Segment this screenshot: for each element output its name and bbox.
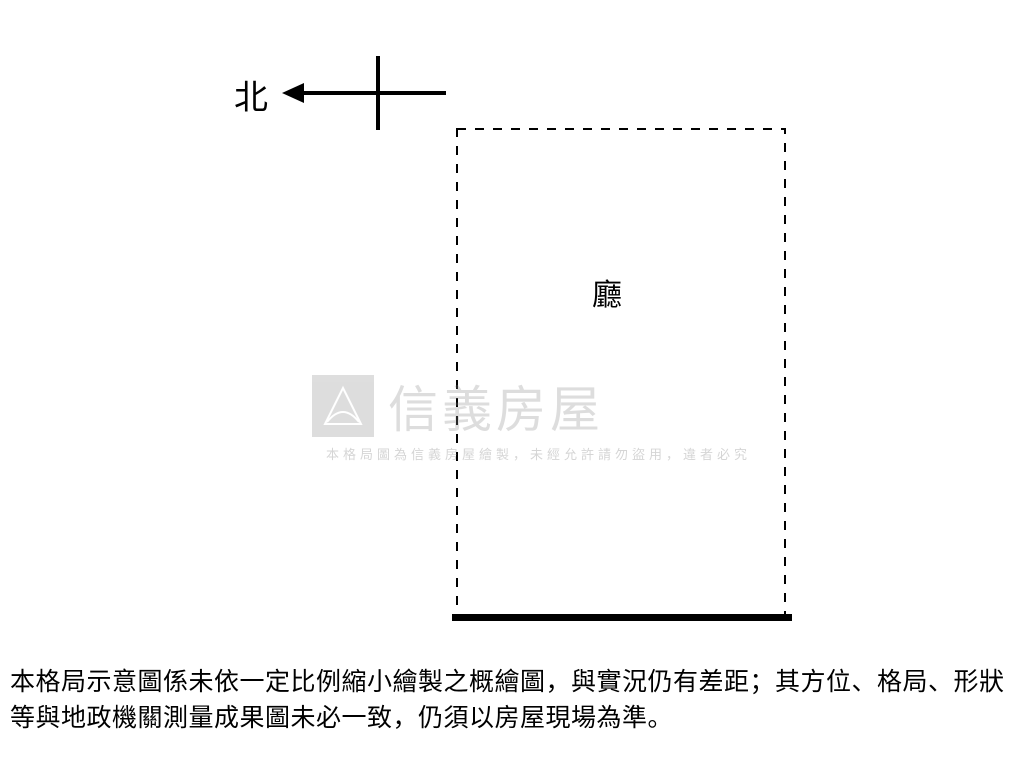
brand-logo-icon: [312, 375, 374, 437]
brand-watermark-subtext: 本格局圖為信義房屋繪製，未經允許請勿盜用，違者必究: [326, 444, 751, 463]
room-label: 廳: [592, 270, 622, 314]
brand-watermark: 信義房屋: [312, 370, 604, 442]
floorplan-canvas: 北 廳 信義房屋 本格局圖為信義房屋繪製，未經允許請勿盜用，違者必究 本格局示意…: [0, 0, 1024, 768]
solid-wall-bottom: [452, 614, 792, 621]
north-label: 北: [234, 70, 268, 119]
north-arrow-icon: [270, 50, 460, 140]
brand-watermark-text: 信義房屋: [388, 370, 604, 442]
disclaimer-text: 本格局示意圖係未依一定比例縮小繪製之概繪圖，與實況仍有差距；其方位、格局、形狀等…: [10, 664, 1014, 737]
